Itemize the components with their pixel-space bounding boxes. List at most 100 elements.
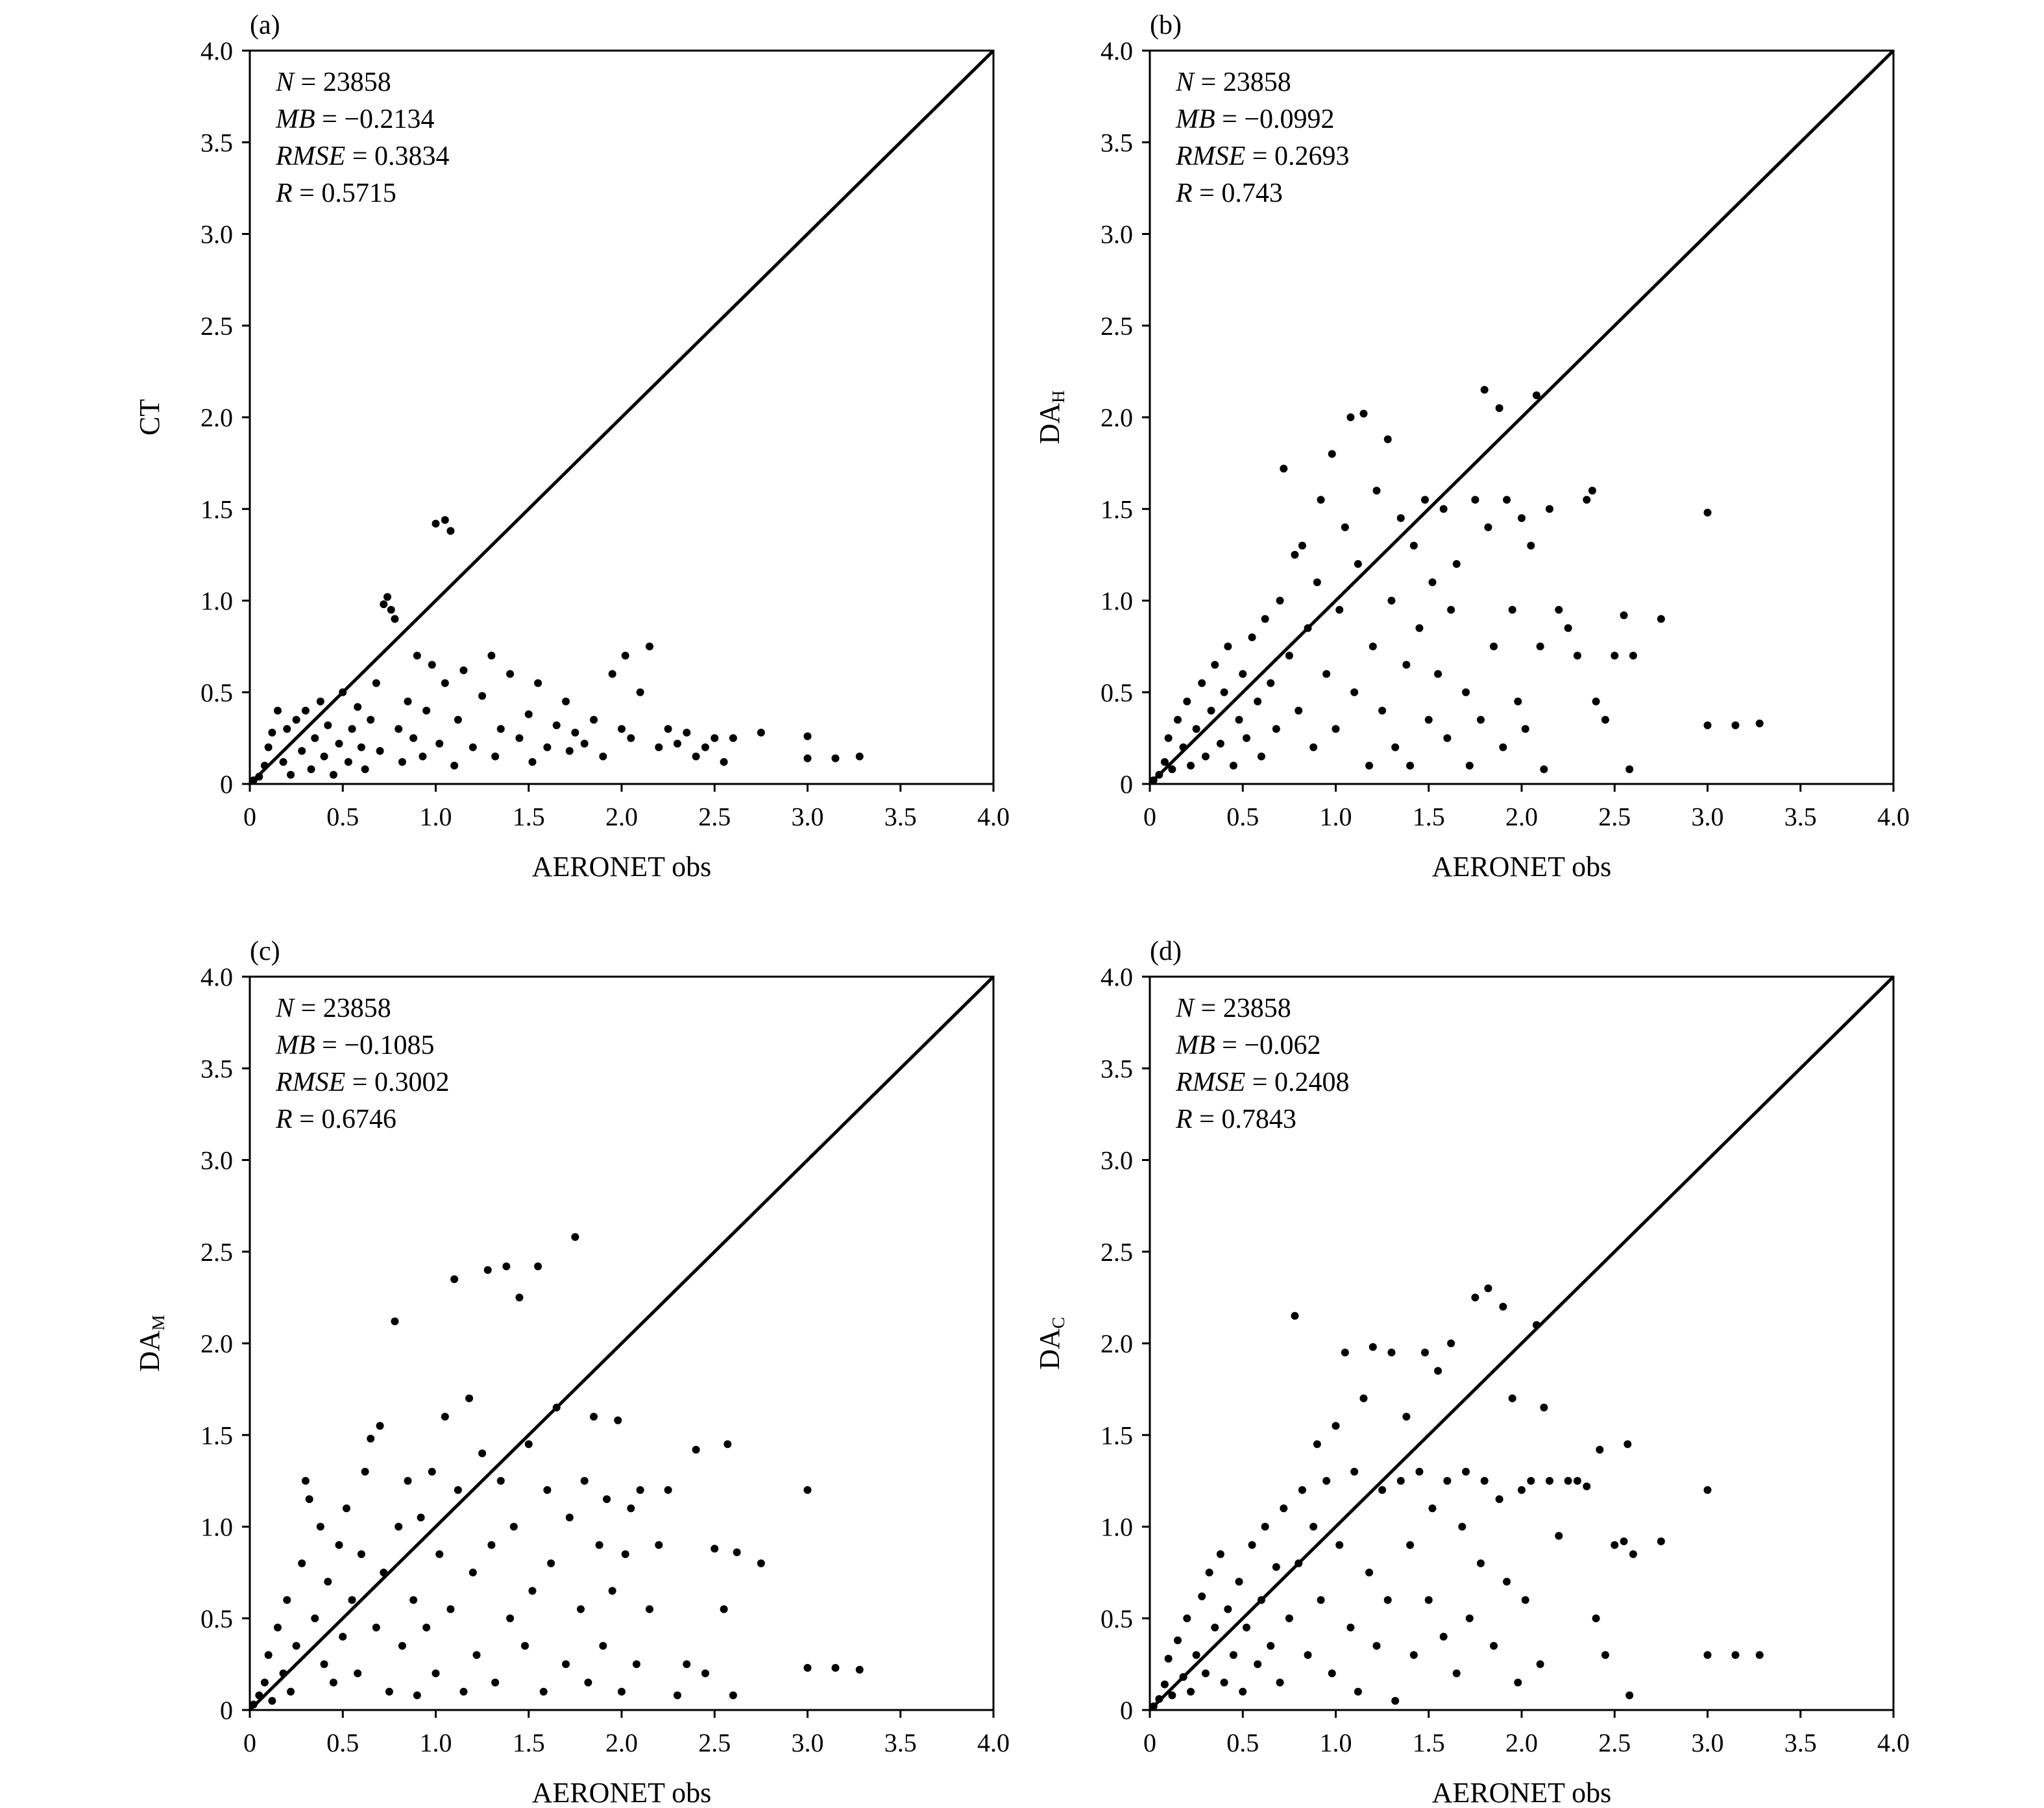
scatter-point — [584, 1678, 592, 1687]
scatter-point — [528, 758, 537, 766]
scatter-point — [1415, 624, 1424, 632]
scatter-point — [1564, 624, 1572, 632]
scatter-point — [1280, 1504, 1288, 1513]
scatter-point — [562, 697, 570, 705]
y-axis-label: CT — [134, 399, 165, 435]
scatter-point — [1406, 761, 1415, 770]
scatter-point — [645, 1605, 653, 1613]
scatter-point — [595, 1541, 603, 1549]
stat-value: = 23858 — [1194, 67, 1291, 97]
scatter-point — [515, 1293, 524, 1302]
stat-n: N = 23858 — [275, 67, 391, 97]
scatter-point — [1350, 688, 1359, 696]
scatter-point — [348, 725, 356, 733]
scatter-point — [1164, 1654, 1173, 1663]
scatter-point — [1415, 1467, 1424, 1476]
panel-label: (a) — [250, 10, 280, 40]
scatter-point — [543, 743, 552, 751]
scatter-point — [422, 707, 431, 715]
scatter-point — [1317, 496, 1325, 504]
scatter-point — [1629, 652, 1637, 660]
scatter-point — [562, 1660, 570, 1668]
scatter-point — [1421, 496, 1430, 504]
stat-r: R = 0.5715 — [275, 178, 396, 208]
y-tick-label: 2.5 — [1101, 1238, 1133, 1267]
scatter-point — [534, 679, 542, 687]
tick-group: 0 0.5 1.0 1.5 2.0 2.5 3.0 3.5 4.0 0 0.5 1.0 1.5 2.0 2.… — [1101, 36, 1910, 831]
scatter-point — [454, 716, 462, 724]
scatter-point — [1261, 615, 1269, 623]
scatter-point — [1261, 1522, 1269, 1531]
scatter-point — [655, 743, 663, 751]
scatter-point — [357, 743, 365, 751]
scatter-point — [543, 1486, 552, 1494]
scatter-point — [287, 770, 295, 779]
stat-mb: MB = −0.0992 — [1175, 104, 1335, 134]
scatter-point — [1434, 1367, 1442, 1375]
scatter-point — [1452, 1669, 1461, 1678]
scatter-point — [1341, 1349, 1349, 1357]
scatter-point — [1555, 1532, 1563, 1540]
scatter-point — [354, 703, 362, 711]
scatter-point — [1443, 734, 1452, 742]
stat-name: RMSE — [1175, 141, 1245, 171]
scatter-point — [249, 776, 258, 785]
scatter-point — [1499, 1302, 1507, 1311]
tick-group: 0 0.5 1.0 1.5 2.0 2.5 3.0 3.5 4.0 0 0.5 1.0 1.5 2.0 2.… — [201, 36, 1010, 831]
scatter-point — [1257, 752, 1265, 761]
scatter-point — [1625, 765, 1634, 774]
scatter-point — [335, 1541, 343, 1549]
scatter-point — [339, 688, 347, 696]
stat-n: N = 23858 — [1175, 67, 1291, 97]
scatter-point — [1378, 707, 1387, 715]
scatter-point — [441, 1413, 449, 1421]
x-tick-label: 3.0 — [792, 802, 824, 831]
scatter-point — [1387, 596, 1396, 605]
scatter-point — [385, 1687, 393, 1696]
panel-label: (b) — [1150, 10, 1182, 40]
scatter-point — [1387, 1349, 1396, 1357]
scatter-point — [618, 725, 626, 733]
stat-value: = 0.3834 — [345, 141, 449, 171]
scatter-point — [1625, 1691, 1634, 1700]
scatter-point — [1458, 1522, 1466, 1531]
scatter-point — [1611, 1541, 1619, 1549]
y-axis-label-sub: H — [1049, 390, 1068, 403]
x-tick-label: 3.5 — [884, 1728, 917, 1757]
scatter-point — [1421, 1349, 1430, 1357]
y-axis-label-sub: M — [149, 1315, 168, 1330]
scatter-point — [1328, 450, 1336, 458]
scatter-point — [1383, 1596, 1392, 1604]
panel-label: (c) — [250, 936, 280, 966]
scatter-point — [468, 1569, 477, 1577]
y-tick-label: 3.0 — [1101, 1146, 1133, 1175]
x-tick-label: 2.0 — [605, 1728, 638, 1757]
scatter-point — [329, 770, 337, 779]
scatter-point — [301, 707, 310, 715]
scatter-point — [446, 527, 455, 535]
scatter-point — [664, 725, 672, 733]
scatter-point — [1424, 1596, 1433, 1604]
scatter-point — [534, 1262, 542, 1271]
scatter-point — [506, 1614, 515, 1622]
scatter-point — [354, 1669, 362, 1678]
scatter-point — [724, 1440, 732, 1448]
scatter-point — [552, 1403, 561, 1411]
scatter-point — [1201, 1669, 1210, 1678]
y-axis-label-sub: C — [1049, 1317, 1068, 1328]
y-tick-label: 1.0 — [201, 587, 233, 616]
scatter-point — [571, 728, 579, 737]
scatter-point — [524, 710, 533, 718]
y-tick-label: 2.0 — [1101, 403, 1133, 432]
scatter-point — [422, 1623, 431, 1631]
scatter-point — [1285, 652, 1293, 660]
stat-name: N — [275, 67, 295, 97]
scatter-point — [1359, 409, 1368, 418]
scatter-point — [1354, 1687, 1362, 1696]
scatter-point — [409, 1596, 418, 1604]
scatter-point — [413, 1691, 421, 1700]
scatter-point — [701, 743, 709, 751]
scatter-point — [1304, 624, 1312, 632]
scatter-point — [376, 1422, 384, 1430]
